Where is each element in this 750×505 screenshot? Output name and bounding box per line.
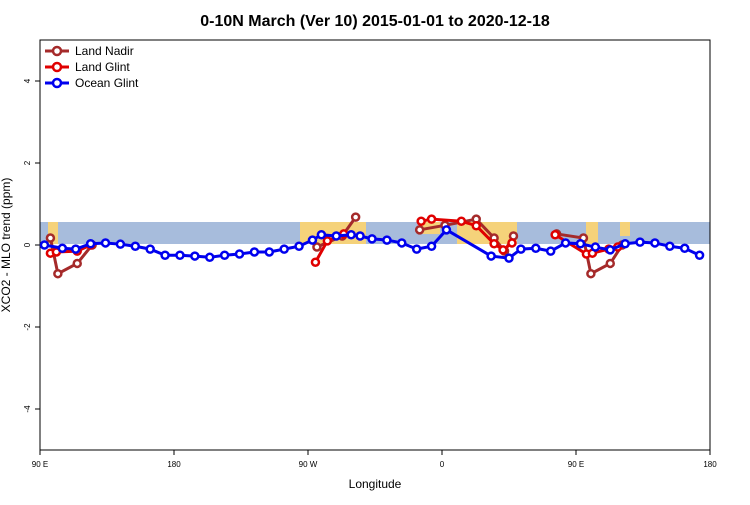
- point: [145, 244, 155, 254]
- point: [605, 245, 615, 255]
- point: [489, 239, 499, 249]
- point: [441, 225, 452, 235]
- point: [507, 238, 517, 248]
- x-tick-label: 90 W: [299, 460, 318, 469]
- point: [70, 244, 81, 254]
- point: [635, 237, 645, 247]
- point: [350, 212, 361, 222]
- point: [100, 238, 111, 248]
- point: [175, 250, 185, 260]
- point: [45, 233, 56, 243]
- legend-marker: [51, 77, 63, 89]
- point: [411, 244, 422, 254]
- legend-marker: [51, 45, 63, 57]
- point: [471, 220, 481, 231]
- point: [382, 235, 392, 245]
- point: [426, 214, 437, 224]
- point: [190, 251, 200, 261]
- point: [316, 230, 327, 240]
- point: [307, 235, 318, 245]
- point: [367, 234, 377, 244]
- point: [586, 268, 596, 279]
- point: [219, 250, 230, 260]
- point: [605, 258, 615, 269]
- point: [550, 230, 560, 240]
- point: [679, 243, 690, 254]
- point: [456, 216, 467, 226]
- point: [531, 243, 541, 254]
- point: [312, 242, 322, 252]
- chart-title: 0-10N March (Ver 10) 2015-01-01 to 2020-…: [200, 13, 550, 30]
- y-tick-label: 4: [23, 78, 32, 83]
- point: [115, 239, 126, 249]
- land: [48, 222, 58, 244]
- point: [416, 216, 426, 226]
- point: [204, 252, 215, 263]
- point: [498, 245, 508, 255]
- point: [545, 246, 556, 256]
- point: [331, 231, 342, 241]
- point: [346, 230, 356, 240]
- point: [414, 225, 425, 235]
- point: [310, 257, 321, 267]
- legend-label: Land Nadir: [75, 44, 134, 58]
- point: [322, 236, 333, 246]
- legend-label: Ocean Glint: [75, 76, 139, 90]
- point: [620, 239, 630, 249]
- x-tick-label: 90 E: [32, 460, 48, 469]
- point: [130, 241, 141, 251]
- point: [39, 240, 50, 250]
- y-tick-label: 2: [23, 160, 32, 165]
- point: [57, 243, 68, 254]
- x-tick-label: 90 E: [568, 460, 584, 469]
- point: [575, 239, 586, 249]
- point: [665, 241, 675, 251]
- point: [504, 253, 514, 263]
- y-tick-label: -4: [23, 405, 32, 413]
- point: [72, 258, 82, 269]
- land: [620, 222, 630, 236]
- x-axis-label: Longitude: [349, 477, 402, 491]
- x-tick-label: 0: [440, 460, 445, 469]
- land: [586, 222, 598, 244]
- legend-label: Land Glint: [75, 60, 130, 74]
- map-band: [40, 222, 710, 244]
- point: [279, 244, 289, 254]
- y-tick-label: 0: [23, 242, 32, 247]
- point: [694, 250, 705, 260]
- y-axis-label: XCO2 - MLO trend (ppm): [0, 178, 13, 313]
- legend-marker: [51, 61, 63, 73]
- point: [590, 242, 601, 252]
- point: [234, 249, 245, 259]
- point: [426, 241, 437, 251]
- point: [486, 251, 496, 261]
- point: [516, 244, 526, 254]
- x-tick-label: 180: [167, 460, 181, 469]
- point: [397, 238, 407, 248]
- point: [160, 250, 170, 260]
- point: [560, 238, 571, 248]
- point: [249, 247, 260, 257]
- point: [264, 247, 275, 257]
- point: [85, 239, 96, 249]
- y-tick-label: -2: [23, 323, 32, 331]
- point: [294, 241, 304, 251]
- point: [355, 231, 365, 241]
- point: [53, 268, 63, 279]
- point: [650, 238, 660, 248]
- x-tick-label: 180: [703, 460, 717, 469]
